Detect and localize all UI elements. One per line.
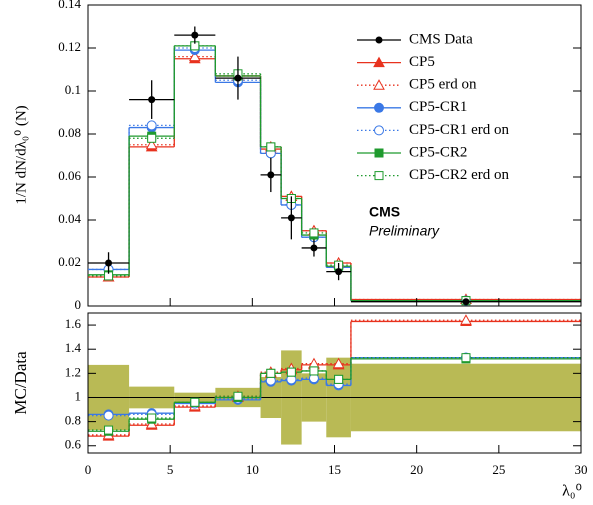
series-marker: [147, 413, 157, 423]
legend-marker: [374, 171, 384, 181]
series-marker: [266, 142, 276, 152]
legend-marker: [374, 102, 384, 113]
series-marker: [309, 228, 319, 238]
series-marker: [334, 374, 344, 384]
legend-label: CP5-CR2: [409, 144, 467, 160]
y-tick-label: 1.2: [65, 364, 81, 379]
legend-label: CP5-CR1 erd on: [409, 122, 510, 138]
x-tick-label: 10: [246, 462, 259, 477]
legend-marker: [374, 125, 384, 136]
legend-label: CMS Data: [409, 31, 473, 47]
data-point: [287, 214, 295, 222]
series-marker: [286, 367, 296, 377]
series-marker: [146, 120, 157, 131]
y-axis-label: 1/N dN/dλ₀⁰ (N): [13, 105, 29, 204]
x-tick-label: 15: [328, 462, 341, 477]
y-tick-label: 0: [75, 297, 82, 312]
y-tick-label: 0.14: [58, 0, 81, 11]
data-point: [191, 31, 199, 39]
series-marker: [104, 425, 114, 435]
y-tick-label: 0.06: [58, 168, 81, 183]
y-tick-label: 0.8: [65, 413, 81, 428]
series-marker: [147, 133, 157, 143]
x-tick-label: 30: [575, 462, 588, 477]
series-marker: [103, 410, 114, 421]
x-tick-label: 0: [85, 462, 92, 477]
series-marker: [233, 391, 243, 401]
y-tick-label: 0.04: [58, 211, 81, 226]
series-marker: [460, 314, 472, 325]
x-tick-label: 5: [167, 462, 174, 477]
y-tick-label: 0.1: [65, 82, 81, 97]
legend-label: CP5: [409, 54, 435, 70]
y-tick-label: 0.12: [58, 39, 81, 54]
series-marker: [461, 353, 471, 363]
preliminary-label: Preliminary: [369, 223, 440, 239]
legend-label: CP5-CR1: [409, 99, 467, 115]
legend-marker: [375, 36, 383, 44]
series-marker: [332, 357, 345, 369]
data-point: [462, 298, 470, 306]
cms-label: CMS: [369, 204, 400, 220]
data-point: [267, 171, 275, 179]
x-tick-label: 25: [492, 462, 505, 477]
plot-frame: [87, 312, 582, 454]
y-tick-label: 1: [75, 388, 82, 403]
series-marker: [266, 368, 276, 378]
y-tick-label: 1.4: [65, 340, 82, 355]
ratio-y-axis-label: MC/Data: [11, 351, 30, 415]
legend-marker: [374, 148, 384, 158]
series-marker: [190, 397, 200, 407]
series-marker: [309, 366, 319, 376]
legend-label: CP5-CR2 erd on: [409, 167, 510, 183]
data-point: [310, 244, 318, 252]
data-point: [105, 259, 113, 267]
y-tick-label: 0.6: [65, 437, 82, 452]
data-point: [148, 96, 156, 104]
data-point: [335, 268, 343, 276]
x-tick-label: 20: [410, 462, 423, 477]
y-tick-label: 0.08: [58, 125, 81, 140]
y-tick-label: 1.6: [65, 316, 82, 331]
series-marker: [188, 50, 201, 62]
data-point: [234, 74, 242, 82]
x-axis-label: λ₀⁰: [562, 483, 582, 500]
legend-marker: [373, 56, 385, 68]
legend-label: CP5 erd on: [409, 77, 477, 93]
legend-marker: [373, 79, 385, 90]
y-tick-label: 0.02: [58, 254, 81, 269]
series-marker: [145, 138, 158, 150]
